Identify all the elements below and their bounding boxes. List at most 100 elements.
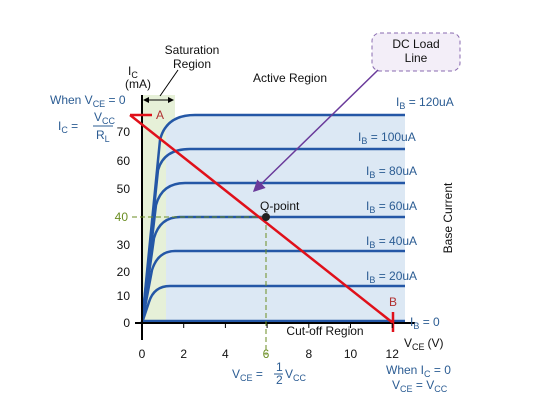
right-when: When IC = 0: [386, 363, 451, 379]
curve-label-main: I: [358, 130, 361, 144]
t: C: [61, 125, 68, 135]
curve-label-text: = 80uA: [375, 164, 417, 178]
load-line-label: DC Load: [392, 37, 439, 51]
curve-label-text: = 40uA: [375, 234, 417, 248]
curve-label: IB = 120uA: [396, 95, 454, 111]
curve-label-main: I: [366, 164, 369, 178]
x-tick-label: 4: [222, 347, 229, 361]
y-tick-label: 0: [123, 316, 130, 330]
y-tick-label: 20: [117, 265, 131, 279]
t: CC: [102, 116, 115, 126]
x-tick-label: 0: [139, 347, 146, 361]
curve-label-text: = 0: [419, 315, 440, 329]
cutoff-label: Cut-off Region: [286, 324, 363, 338]
curve-label-sub: B: [369, 275, 375, 285]
t: R: [96, 128, 105, 142]
curve: [140, 147, 405, 324]
left-eq: IC =: [58, 119, 78, 135]
left-num: VCC: [94, 110, 116, 126]
curve-label: IB = 80uA: [366, 164, 417, 180]
t: V: [232, 367, 240, 381]
y-tick-label: 50: [117, 182, 131, 196]
x-title-sub: CE: [412, 342, 425, 352]
t: V: [285, 367, 293, 381]
y-unit: (mA): [125, 77, 151, 91]
y-tick-label: 10: [117, 289, 131, 303]
curves: [140, 113, 405, 324]
curve: [140, 284, 405, 324]
curve-label-text: = 120uA: [405, 95, 453, 109]
q-guides: [132, 216, 267, 355]
curve-label: IB = 60uA: [366, 199, 417, 215]
t: CC: [293, 373, 306, 383]
point-b: B: [389, 295, 397, 309]
x-ticks: 0 2 4 8 10 12: [139, 323, 400, 361]
y-tick-label: 60: [117, 154, 131, 168]
x-title-main: V: [404, 336, 412, 350]
curve-label: IB = 0: [410, 315, 440, 331]
right-eq: VCE = VCC: [392, 378, 448, 394]
t: = 0: [431, 363, 452, 377]
curve-label-main: I: [410, 315, 413, 329]
x-tick-label: 12: [386, 347, 400, 361]
curve-label: IB = 20uA: [366, 269, 417, 285]
bottom-den: 2: [276, 373, 283, 387]
t: L: [105, 134, 110, 144]
t: CE: [93, 99, 106, 109]
curve-label-main: I: [396, 95, 399, 109]
t: CC: [434, 384, 447, 394]
load-line-arrow: [252, 69, 379, 193]
t: CE: [400, 384, 413, 394]
t: When V: [50, 93, 93, 107]
t: I: [58, 119, 61, 133]
t: C: [424, 369, 431, 379]
t: =: [253, 367, 263, 381]
curve-label-main: I: [366, 199, 369, 213]
curve-label-sub: B: [413, 321, 419, 331]
curve-label-sub: B: [369, 170, 375, 180]
saturation-label: Saturation: [165, 43, 220, 57]
x-tick-label: 10: [344, 347, 358, 361]
curve-label: IB = 100uA: [358, 130, 416, 146]
curve: [140, 249, 405, 324]
curve-label-sub: B: [369, 240, 375, 250]
bottom-rest: VCC: [285, 367, 307, 383]
x-tick-label: 2: [180, 347, 187, 361]
q-point-dot: [262, 213, 270, 221]
side-label: Base Current: [441, 182, 455, 253]
curve-label-sub: B: [361, 136, 367, 146]
t: CE: [240, 373, 253, 383]
q-point-label: Q-point: [260, 199, 300, 213]
curve-label-sub: B: [399, 101, 405, 111]
curve: [140, 181, 405, 324]
t: V: [94, 110, 102, 124]
saturation-label: Region: [173, 57, 211, 71]
y-tick-label: 70: [117, 125, 131, 139]
x-tick-label: 8: [305, 347, 312, 361]
t: When I: [386, 363, 424, 377]
curve: [140, 215, 405, 324]
y-tick-label: 30: [117, 238, 131, 252]
t: = V: [413, 378, 435, 392]
y-ticks: 0 10 20 30 50 60 70: [117, 125, 131, 330]
t: =: [68, 119, 78, 133]
saturation-pointer: [159, 69, 179, 97]
curve-label-sub: B: [369, 205, 375, 215]
curve-label: IB = 40uA: [366, 234, 417, 250]
left-when: When VCE = 0: [50, 93, 126, 109]
bottom-num: 1: [276, 360, 283, 374]
curve-label-text: = 60uA: [375, 199, 417, 213]
curve-label-text: = 20uA: [375, 269, 417, 283]
curve-label-main: I: [366, 234, 369, 248]
x-unit: (V): [428, 336, 444, 350]
t: = 0: [105, 93, 126, 107]
curve-label-text: = 100uA: [367, 130, 415, 144]
q-y-tick: 40: [115, 210, 129, 224]
load-line-box: [371, 32, 461, 72]
y-title-main: I: [128, 64, 131, 78]
t: V: [392, 378, 400, 392]
load-line: [129, 114, 394, 324]
